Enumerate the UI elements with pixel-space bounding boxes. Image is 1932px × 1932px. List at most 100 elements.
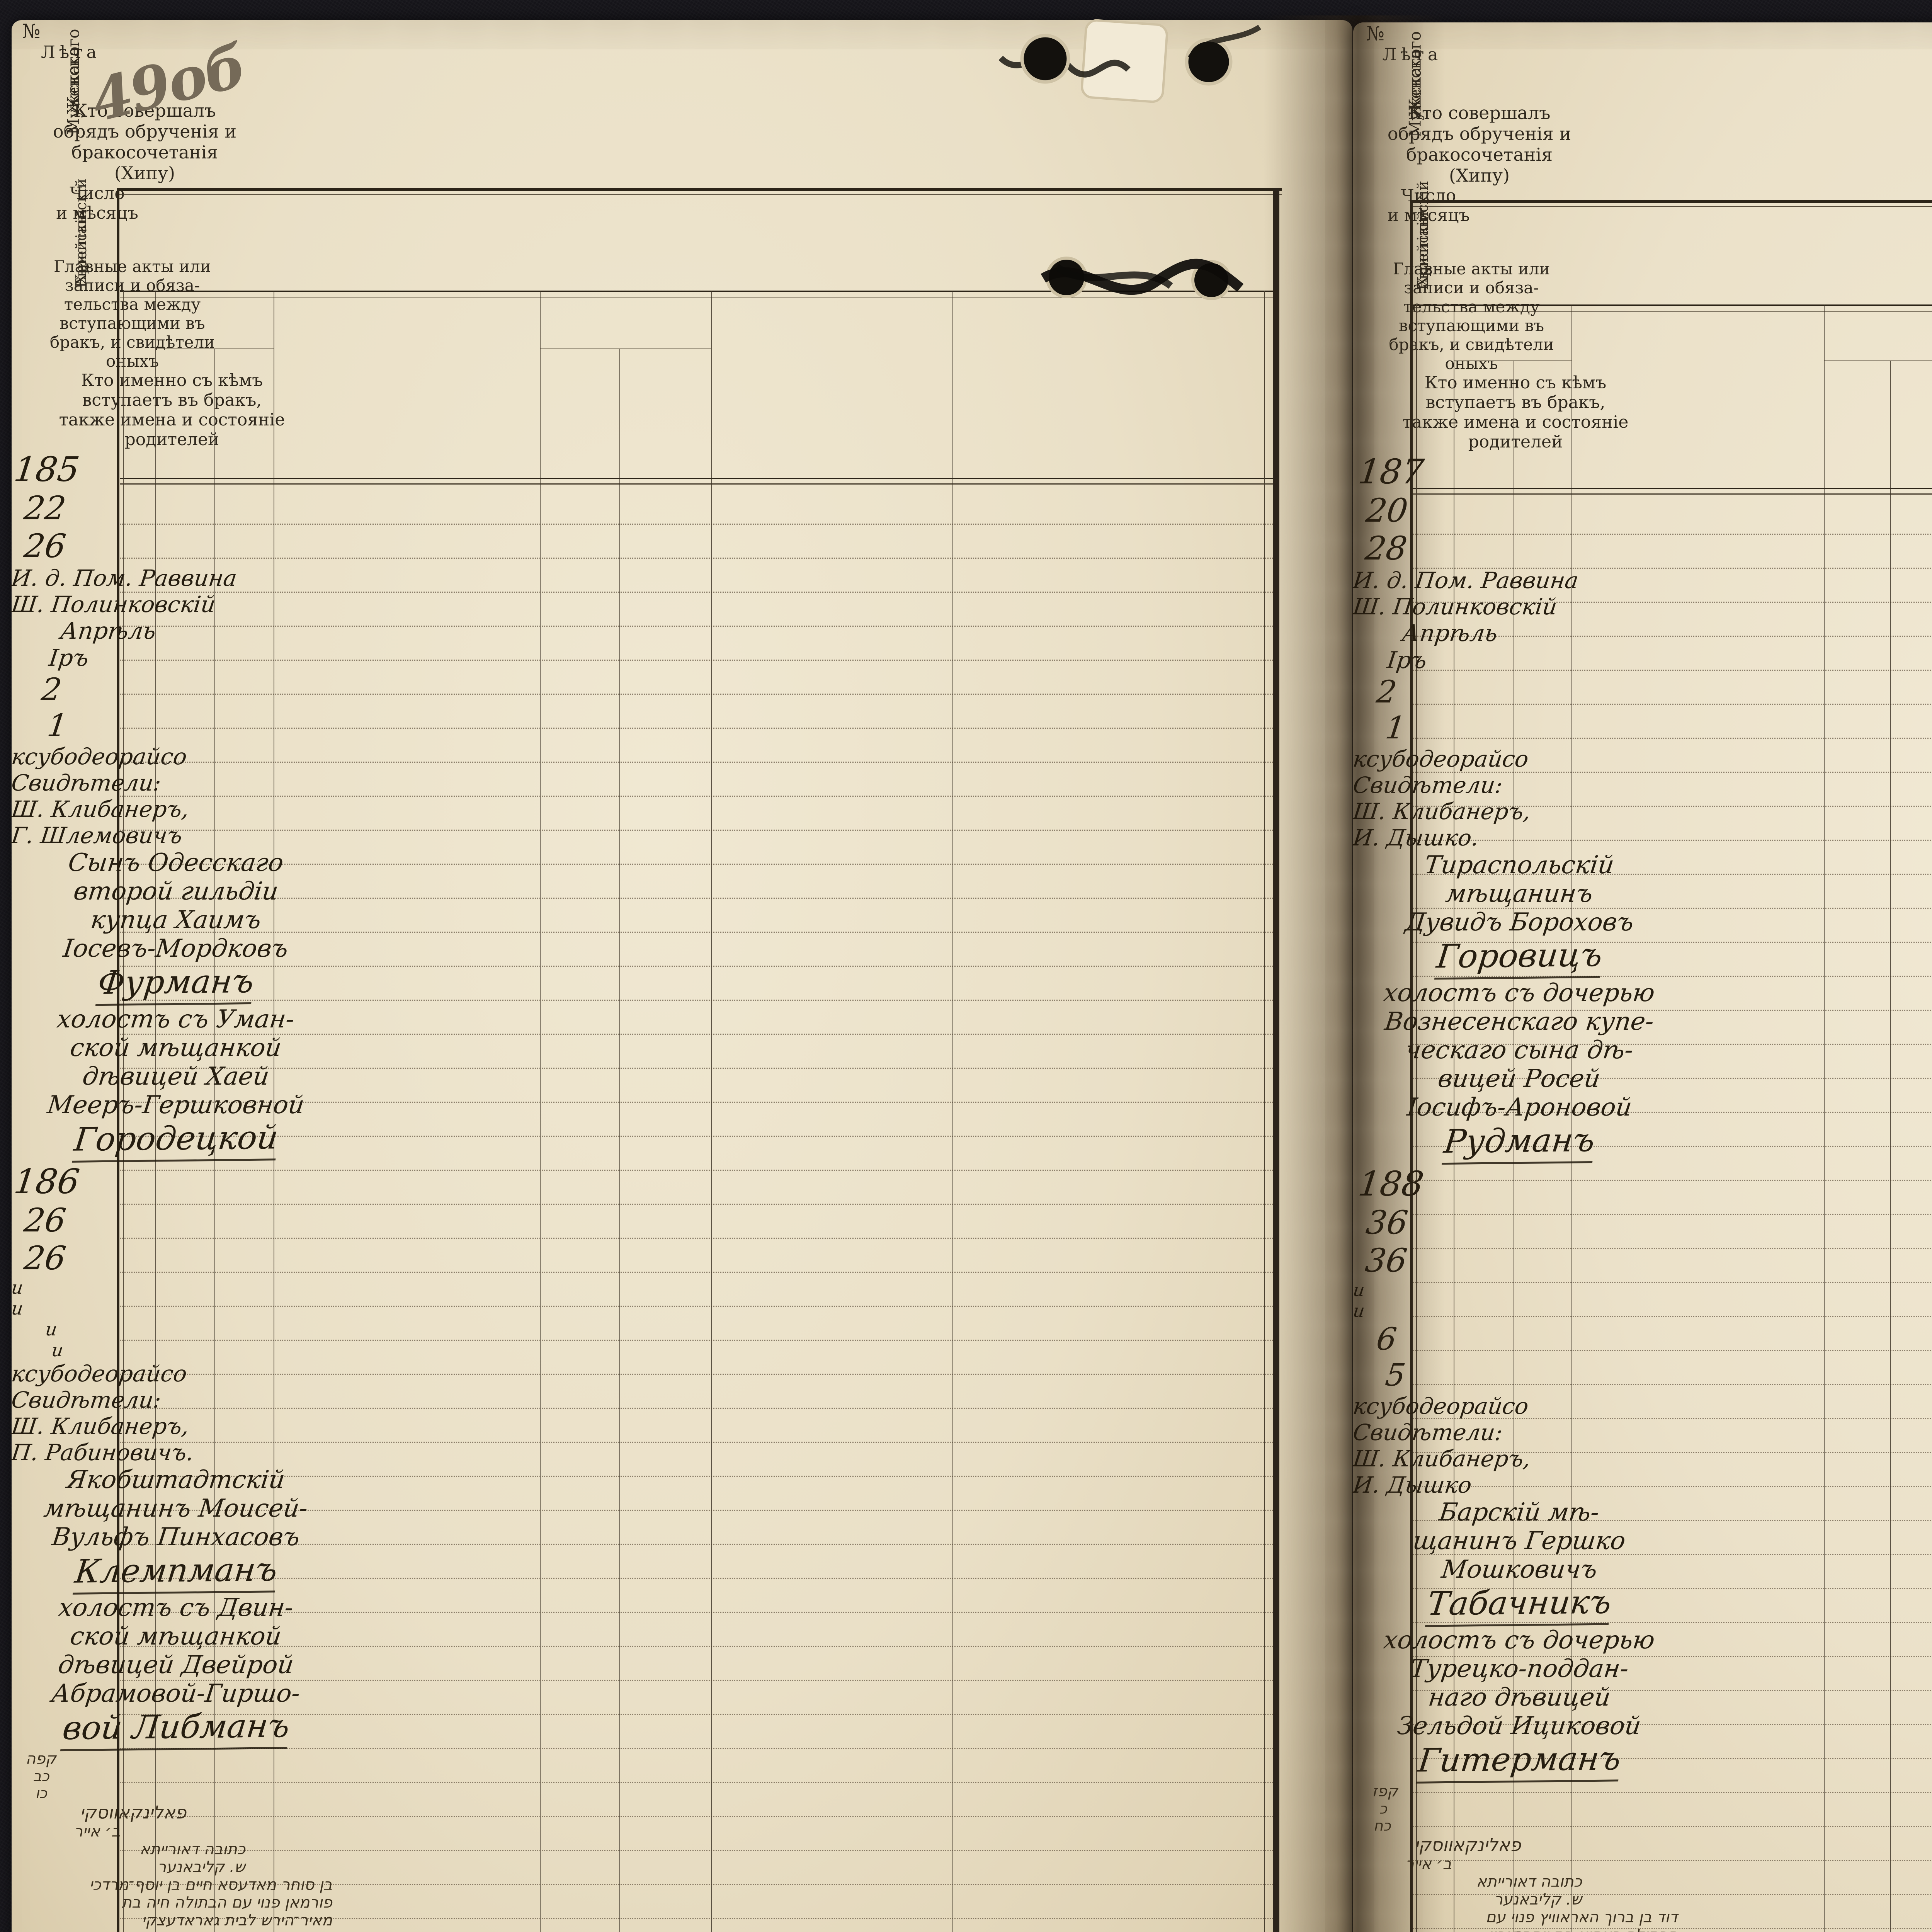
entry-union-line: холостъ съ дочерью [1353, 1626, 1685, 1655]
guide-line [1413, 1826, 1932, 1827]
col-header-officiant-line: (Хипу) [1353, 165, 1605, 186]
col-header-officiant-line: бракосочетанія [12, 142, 278, 163]
entry-union-line: ческаго сына дѣ- [1353, 1036, 1685, 1065]
guide-line [1413, 1928, 1932, 1929]
entry-acts-line: Свидѣтели: [1353, 1419, 1605, 1446]
title-bottom-rule-thin [1413, 311, 1932, 312]
col-header-acts-line: тельства между [1353, 297, 1590, 316]
col-header-acts-line: Главные акты или [12, 257, 253, 276]
guide-line [120, 592, 1273, 593]
hebrew-age-female: כ [1353, 1800, 1413, 1817]
entry-union-line: Зельдой Ициковой [1353, 1712, 1685, 1740]
entry-acts-line: Г. Шлемовичъ [12, 822, 269, 849]
guide-line [120, 1238, 1273, 1239]
entry-union-line: купца Хаимъ [12, 906, 340, 934]
entry-acts-line: П. Рабиновичъ. [12, 1439, 269, 1466]
hebrew-entry-number: קפו [12, 1929, 70, 1932]
hebrew-acts-line: ש. קליבאנער [12, 1858, 245, 1876]
entry-acts-line: И. Дышко. [1353, 825, 1605, 851]
entry-union-line: Табачникъ [1353, 1582, 1685, 1628]
guide-line [120, 1816, 1273, 1817]
guide-line [120, 1884, 1273, 1885]
entry-month-jewish: Іръ [12, 645, 126, 672]
hebrew-date: ב׳ אייר [1353, 1855, 1504, 1873]
header-bottom-rule [1413, 488, 1932, 489]
entry-day-christian: 2 [12, 672, 91, 707]
entry-day-jewish: 1 [12, 707, 103, 743]
col-header-officiant-line: бракосочетанія [1353, 144, 1605, 165]
guide-line [120, 796, 1273, 797]
guide-line [120, 1918, 1273, 1919]
hebrew-age-male: כח [1353, 1817, 1411, 1834]
guide-line [120, 830, 1273, 831]
entry-union-line: Іосифъ-Ароновой [1353, 1093, 1685, 1122]
entry-age-male: 26 [12, 527, 78, 565]
guide-line [1413, 1248, 1932, 1249]
hebrew-age-male: כו [12, 1785, 71, 1802]
entry-union-line: мѣщанинъ Моисей- [12, 1494, 340, 1523]
column-line [711, 291, 712, 1932]
header-bottom-rule-thin [1413, 493, 1932, 495]
entry-union-line: Вульфъ Пинхасовъ [12, 1523, 340, 1551]
col-header-male-age: Мужскаго [1406, 31, 1425, 155]
col-header-officiant-line: обрядъ обрученія и [1353, 123, 1605, 144]
guide-line [120, 660, 1273, 661]
col-header-union-line: Кто именно съ кѣмъ [12, 371, 332, 390]
col-header-no: № [1353, 22, 1398, 45]
entry-ditto-mark: и [12, 1277, 1352, 1298]
entry-acts-line: ксубодеорайсо [12, 743, 269, 770]
guide-line [120, 558, 1273, 559]
guide-line [1413, 1214, 1932, 1215]
entry-union-line: холостъ съ дочерью [1353, 979, 1685, 1007]
guide-line [1413, 1384, 1932, 1385]
entry-union-line: Рудманъ [1353, 1120, 1685, 1166]
hebrew-entry-number: קפה [12, 1750, 70, 1768]
col-header-acts-line: оныхъ [12, 352, 253, 371]
table-right-border [1273, 188, 1279, 1932]
guide-line [120, 864, 1273, 865]
guide-line [120, 1034, 1273, 1035]
entry-ditto-mark: и [1353, 1300, 1932, 1321]
column-line [540, 291, 541, 1932]
col-header-union-line: родителей [12, 430, 332, 449]
entry-union-line: Абрамовой-Гиршо- [12, 1679, 340, 1708]
column-line [952, 291, 953, 1932]
hebrew-desc-line: פורמאן פנוי עם הבתולה חיה בת [12, 1894, 332, 1912]
guide-line [1413, 1486, 1932, 1487]
entry-day-jewish: 5 [1353, 1357, 1437, 1393]
col-header-union-line: родителей [1353, 432, 1678, 452]
entry-ditto-mark: и [12, 1298, 1352, 1319]
guide-line [120, 898, 1273, 899]
col-header-date-group-line: Число [12, 184, 183, 203]
guide-line [120, 694, 1273, 695]
guide-line [1413, 738, 1932, 739]
entry-age-male: 28 [1353, 529, 1419, 567]
hebrew-rabbi-name: פאלינקאווסקי [1353, 1834, 1582, 1855]
entry-age-male: 36 [1353, 1242, 1419, 1279]
guide-line [120, 728, 1273, 729]
entry-union-line: второй гильдіи [12, 877, 340, 906]
guide-line [120, 932, 1273, 933]
guide-line [120, 524, 1273, 525]
col-header-jewish-date: Еврейскій [73, 179, 90, 318]
hebrew-acts-line: כתובה דאורייתא [12, 1840, 245, 1858]
guide-line [1413, 1792, 1932, 1793]
col-header-acts-line: вступающими въ [1353, 316, 1590, 335]
guide-line [1413, 1282, 1932, 1283]
entry-union-line: Клемпманъ [11, 1550, 340, 1595]
col-header-officiant-line: (Хипу) [12, 163, 278, 184]
col-header-union-line: вступаетъ въ бракъ, [12, 390, 332, 410]
entry-acts-line: ксубодеорайсо [1353, 1393, 1605, 1419]
col-header-union-line: также имена и состояніе [1353, 412, 1678, 432]
guide-line [1413, 670, 1932, 671]
col-header-union-line: вступаетъ въ бракъ, [1353, 393, 1678, 412]
entry-acts-line: И. Дышко [1353, 1472, 1605, 1498]
entry-union-line: мѣщанинъ [1353, 879, 1685, 908]
entry-officiant-line: И. д. Пом. Раввина [12, 565, 278, 591]
col-header-union-line: также имена и состояніе [12, 410, 332, 430]
entry-union-line: дѣвицей Двейрой [12, 1651, 340, 1679]
table-top-rule-thin [1410, 206, 1932, 207]
guide-line [1413, 534, 1932, 535]
entry-union-line: Фурманъ [11, 961, 340, 1007]
entry-union-line: холостъ съ Уман- [12, 1005, 340, 1034]
